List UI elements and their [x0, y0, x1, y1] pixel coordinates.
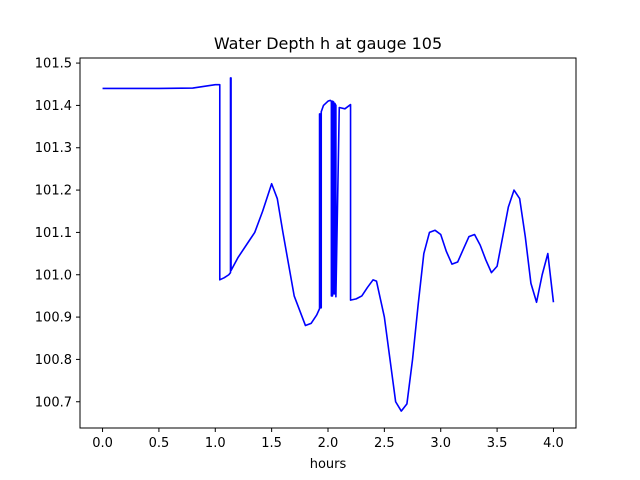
x-tick-label: 2.0	[318, 436, 339, 451]
x-tick-label: 2.5	[374, 436, 395, 451]
x-tick-label: 3.0	[430, 436, 451, 451]
y-tick-label: 101.0	[35, 268, 72, 283]
y-tick-label: 101.2	[35, 184, 72, 199]
x-tick-label: 1.5	[261, 436, 282, 451]
y-tick-label: 101.1	[35, 226, 72, 241]
x-tick-label: 3.5	[487, 436, 508, 451]
plot-area	[102, 77, 555, 412]
y-tick-label: 101.5	[35, 57, 72, 72]
y-tick-label: 100.9	[35, 311, 72, 326]
y-axis: 100.7 100.8 100.9 101.0 101.1 101.2 101.3 101.4…	[35, 57, 80, 410]
y-tick-label: 100.7	[35, 395, 72, 410]
y-tick-label: 101.4	[35, 99, 72, 114]
y-tick-label: 101.3	[35, 141, 72, 156]
x-tick-label: 1.0	[205, 436, 226, 451]
x-tick-label: 4.0	[543, 436, 564, 451]
x-axis-label: hours	[310, 457, 347, 472]
x-axis: 0.0 0.5 1.0 1.5 2.0 2.5 3.0 3.5 4.0	[92, 428, 564, 451]
y-tick-label: 100.8	[35, 353, 72, 368]
x-tick-label: 0.5	[149, 436, 170, 451]
chart-title: Water Depth h at gauge 105	[214, 34, 442, 53]
x-tick-label: 0.0	[92, 436, 113, 451]
series-line-0	[102, 77, 555, 412]
